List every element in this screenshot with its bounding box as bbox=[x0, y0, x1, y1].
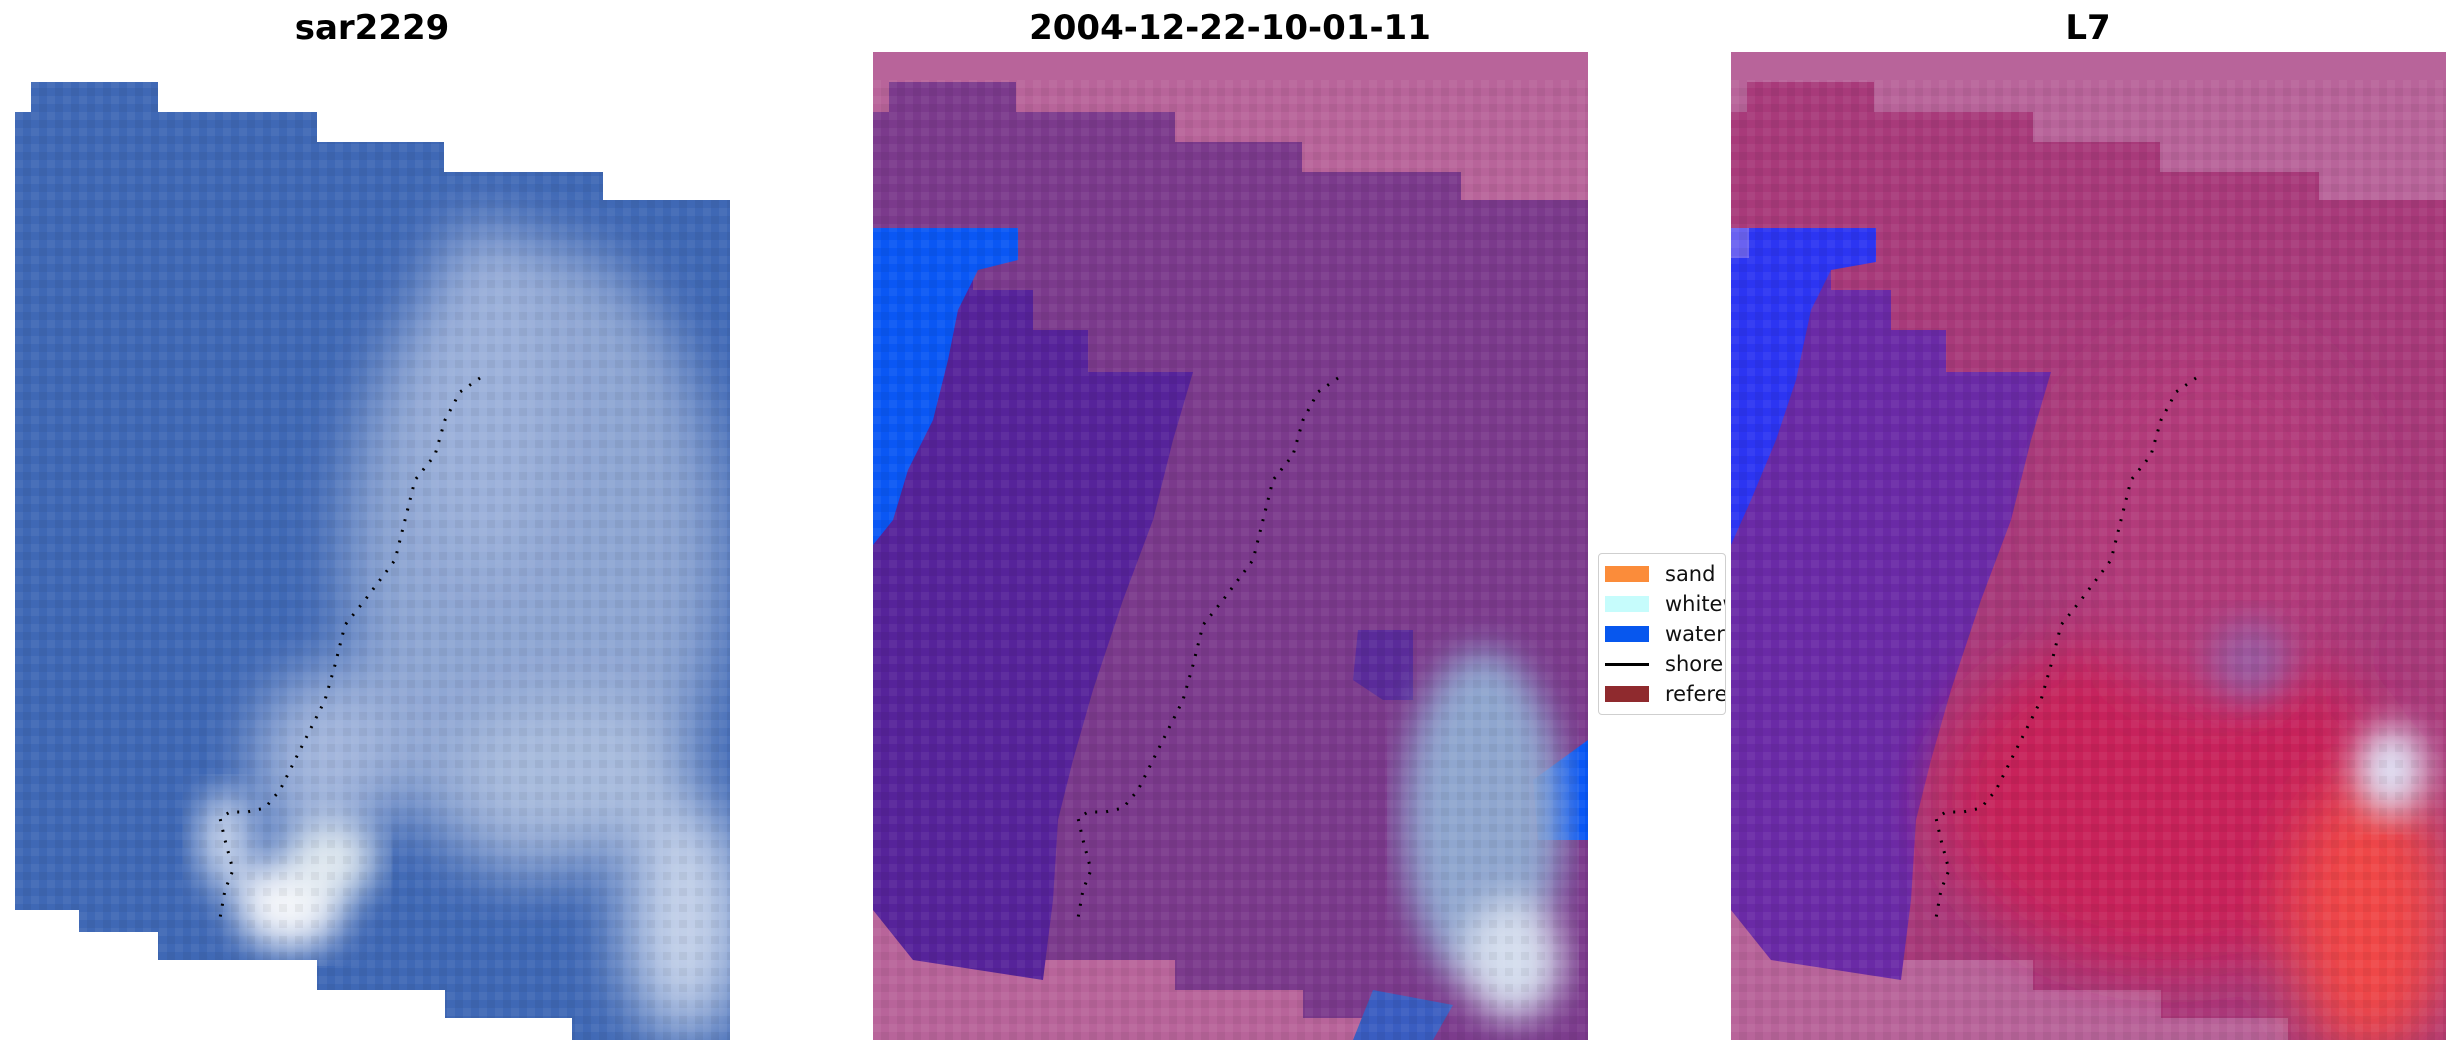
legend-item-sand: sand bbox=[1605, 562, 1715, 586]
rgb-image bbox=[15, 82, 730, 1040]
legend-label-shoreline: shoreline bbox=[1665, 652, 1725, 676]
whitewater-swatch bbox=[1605, 596, 1649, 612]
sand-swatch bbox=[1605, 566, 1649, 582]
index-image bbox=[1731, 52, 2446, 1040]
legend-item-shoreline: shoreline bbox=[1605, 652, 1725, 676]
legend-label-sand: sand bbox=[1665, 562, 1716, 586]
panel-title-index: L7 bbox=[2065, 8, 2111, 48]
classification-image bbox=[873, 52, 1588, 1040]
legend-item-water: water bbox=[1605, 622, 1725, 646]
panel-title-rgb: sar2229 bbox=[294, 8, 450, 48]
legend-label-reference-shoreline: reference shoreline bbox=[1665, 682, 1726, 706]
legend-label-water: water bbox=[1665, 622, 1725, 646]
reference-shoreline-swatch bbox=[1605, 686, 1649, 702]
legend-item-reference-shoreline: reference shoreline bbox=[1605, 682, 1726, 706]
water-swatch bbox=[1605, 626, 1649, 642]
shoreline-line-swatch bbox=[1605, 662, 1649, 666]
panel-title-classification: 2004-12-22-10-01-11 bbox=[1029, 8, 1431, 48]
